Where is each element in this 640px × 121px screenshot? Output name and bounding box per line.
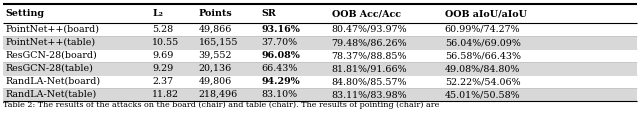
Text: OOB aIoU/aIoU: OOB aIoU/aIoU	[445, 9, 527, 18]
Text: 10.55: 10.55	[152, 38, 180, 47]
Text: ResGCN-28(table): ResGCN-28(table)	[5, 64, 93, 73]
Text: 81.81%/91.66%: 81.81%/91.66%	[332, 64, 407, 73]
Text: 2.37: 2.37	[152, 77, 173, 86]
Text: 49,806: 49,806	[198, 77, 232, 86]
Text: 37.70%: 37.70%	[261, 38, 297, 47]
Text: 83.10%: 83.10%	[261, 90, 297, 99]
Text: 11.82: 11.82	[152, 90, 179, 99]
Bar	[3, 36, 637, 49]
Text: 5.28: 5.28	[152, 25, 173, 34]
Text: 20,136: 20,136	[198, 64, 232, 73]
Text: 96.08%: 96.08%	[261, 51, 300, 60]
Text: 80.47%/93.97%: 80.47%/93.97%	[332, 25, 407, 34]
Text: 9.29: 9.29	[152, 64, 173, 73]
Text: PointNet++(table): PointNet++(table)	[5, 38, 95, 47]
Text: PointNet++(board): PointNet++(board)	[5, 25, 99, 34]
Text: 83.11%/83.98%: 83.11%/83.98%	[332, 90, 407, 99]
Text: RandLA-Net(table): RandLA-Net(table)	[5, 90, 97, 99]
Text: 56.04%/69.09%: 56.04%/69.09%	[445, 38, 521, 47]
Text: 45.01%/50.58%: 45.01%/50.58%	[445, 90, 520, 99]
Text: 39,552: 39,552	[198, 51, 232, 60]
Text: 165,155: 165,155	[198, 38, 238, 47]
Text: 9.69: 9.69	[152, 51, 173, 60]
Text: 49,866: 49,866	[198, 25, 232, 34]
Text: 84.80%/85.57%: 84.80%/85.57%	[332, 77, 407, 86]
Bar	[3, 88, 637, 101]
Text: 60.99%/74.27%: 60.99%/74.27%	[445, 25, 520, 34]
Text: ResGCN-28(board): ResGCN-28(board)	[5, 51, 97, 60]
Text: 56.58%/66.43%: 56.58%/66.43%	[445, 51, 521, 60]
Text: Points: Points	[198, 9, 232, 18]
Text: SR: SR	[261, 9, 276, 18]
Text: 52.22%/54.06%: 52.22%/54.06%	[445, 77, 520, 86]
Text: 218,496: 218,496	[198, 90, 237, 99]
Bar	[3, 62, 637, 75]
Text: 94.29%: 94.29%	[261, 77, 300, 86]
Text: Table 2: The results of the attacks on the board (chair) and table (chair). The : Table 2: The results of the attacks on t…	[3, 101, 440, 109]
Text: OOB Acc/Acc: OOB Acc/Acc	[332, 9, 401, 18]
Text: 66.43%: 66.43%	[261, 64, 298, 73]
Text: 78.37%/88.85%: 78.37%/88.85%	[332, 51, 407, 60]
Text: RandLA-Net(board): RandLA-Net(board)	[5, 77, 100, 86]
Text: 79.48%/86.26%: 79.48%/86.26%	[332, 38, 407, 47]
Text: L₂: L₂	[152, 9, 163, 18]
Text: Setting: Setting	[5, 9, 44, 18]
Text: 93.16%: 93.16%	[261, 25, 300, 34]
Text: 49.08%/84.80%: 49.08%/84.80%	[445, 64, 520, 73]
